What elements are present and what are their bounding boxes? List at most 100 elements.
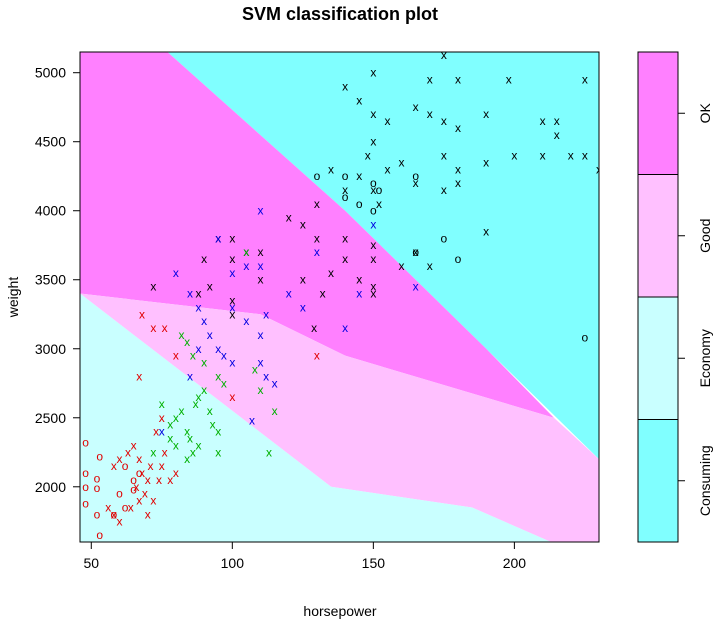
point-ok: x: [195, 342, 201, 356]
point-economy: x: [162, 445, 168, 459]
point-ok: x: [263, 307, 269, 321]
decision-regions: [80, 52, 599, 542]
point-good: x: [215, 425, 221, 439]
point-consuming: x: [370, 238, 376, 252]
y-tick-label: 4000: [35, 203, 66, 219]
point-economy: x: [136, 369, 142, 383]
point-ok: x: [258, 356, 264, 370]
region-consuming: [80, 52, 599, 460]
point-good: x: [195, 438, 201, 452]
point-consuming: x: [342, 231, 348, 245]
point-good: x: [195, 390, 201, 404]
y-tick-label: 5000: [35, 65, 66, 81]
point-economy: x: [116, 514, 122, 528]
y-axis: 2000 2500 3000 3500 4000 4500 5000: [35, 65, 80, 495]
point-good: x: [167, 431, 173, 445]
point-consuming: x: [455, 121, 461, 135]
point-consuming: x: [258, 245, 264, 259]
point-economy: x: [111, 459, 117, 473]
point-consuming: x: [483, 224, 489, 238]
x-tick-label: 150: [362, 555, 386, 571]
point-ok: x: [258, 328, 264, 342]
point-economy: x: [162, 321, 168, 335]
legend-swatch-economy: [637, 296, 679, 420]
point-economy: x: [167, 473, 173, 487]
point-consuming: x: [483, 155, 489, 169]
legend-label-economy: Economy: [697, 329, 713, 387]
x-tick-label: 100: [221, 555, 245, 571]
point-good: x: [184, 425, 190, 439]
legend-swatch-ok: [637, 51, 679, 175]
point-consuming: x: [150, 280, 156, 294]
point-economy: x: [153, 425, 159, 439]
region-economy: [80, 293, 552, 542]
point-good: x: [221, 376, 227, 390]
point-economy: x: [131, 438, 137, 452]
point-consuming: x: [314, 231, 320, 245]
point-consuming: x: [455, 73, 461, 87]
point-consuming: x: [300, 218, 306, 232]
point-ok: x: [258, 204, 264, 218]
point-good: x: [190, 349, 196, 363]
point-economy: x: [125, 445, 131, 459]
point-good: x: [252, 362, 258, 376]
point-consuming: x: [413, 245, 419, 259]
point-good: x: [150, 445, 156, 459]
point-consuming: o: [376, 183, 383, 197]
point-ok: x: [159, 425, 165, 439]
point-consuming: x: [540, 149, 546, 163]
point-economy: x: [150, 321, 156, 335]
point-economy: o: [122, 500, 129, 514]
point-economy: x: [105, 500, 111, 514]
point-consuming: o: [314, 169, 321, 183]
point-consuming: x: [370, 252, 376, 266]
point-economy: x: [150, 494, 156, 508]
point-economy: x: [139, 466, 145, 480]
point-economy: o: [96, 449, 103, 463]
point-consuming: x: [441, 183, 447, 197]
point-consuming: x: [286, 211, 292, 225]
point-economy: o: [96, 528, 103, 542]
point-consuming: x: [596, 162, 602, 176]
point-consuming: x: [370, 135, 376, 149]
point-economy: x: [173, 349, 179, 363]
point-good: x: [272, 404, 278, 418]
point-consuming: o: [356, 197, 363, 211]
point-good: x: [201, 356, 207, 370]
point-good: x: [173, 411, 179, 425]
point-consuming: x: [455, 162, 461, 176]
x-tick-label: 200: [503, 555, 527, 571]
point-good: x: [173, 438, 179, 452]
point-good: x: [266, 445, 272, 459]
point-consuming: x: [215, 231, 221, 245]
point-good: x: [179, 404, 185, 418]
point-economy: o: [94, 472, 101, 486]
point-consuming: x: [356, 93, 362, 107]
point-consuming: x: [427, 73, 433, 87]
point-consuming: x: [582, 73, 588, 87]
point-economy: o: [82, 480, 89, 494]
point-consuming: x: [511, 149, 517, 163]
point-consuming: x: [376, 197, 382, 211]
legend-swatch-good: [637, 174, 679, 298]
point-economy: o: [130, 473, 137, 487]
point-economy: x: [314, 349, 320, 363]
point-economy: x: [111, 507, 117, 521]
point-ok: x: [229, 300, 235, 314]
point-ok: x: [370, 218, 376, 232]
point-consuming: x: [554, 114, 560, 128]
point-economy: x: [139, 307, 145, 321]
point-consuming: o: [342, 169, 349, 183]
y-axis-label: weight: [5, 277, 21, 319]
point-good: x: [215, 445, 221, 459]
point-consuming: x: [356, 169, 362, 183]
point-ok: x: [187, 287, 193, 301]
point-economy: o: [111, 507, 118, 521]
point-ok: x: [342, 321, 348, 335]
legend-label-good: Good: [697, 219, 713, 253]
point-consuming: o: [441, 231, 448, 245]
point-consuming: x: [229, 307, 235, 321]
point-consuming: x: [568, 149, 574, 163]
y-tick-label: 2000: [35, 479, 66, 495]
